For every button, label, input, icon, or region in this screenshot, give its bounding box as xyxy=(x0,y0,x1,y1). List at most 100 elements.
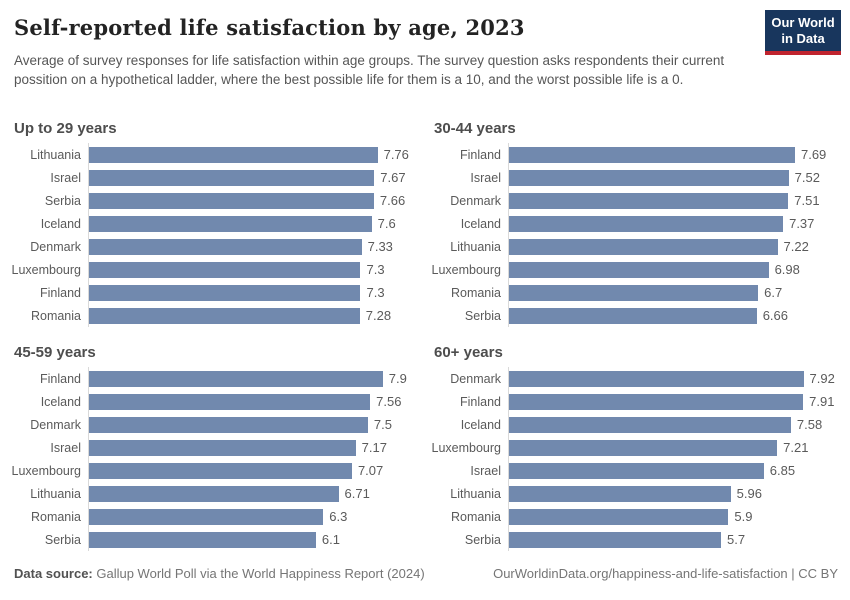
bar xyxy=(89,416,368,433)
data-source-note: Data source: Gallup World Poll via the W… xyxy=(14,566,425,581)
bar xyxy=(509,531,721,548)
bar xyxy=(89,261,361,278)
bar xyxy=(89,238,362,255)
country-label: Denmark xyxy=(450,371,501,386)
panel-title: Up to 29 years xyxy=(14,120,117,137)
value-label: 6.3 xyxy=(329,509,348,524)
bar-row: 6.71 xyxy=(89,482,420,505)
bar-row: 7.58 xyxy=(509,413,840,436)
bar-row: 7.07 xyxy=(89,459,420,482)
bar-row: 6.66 xyxy=(509,304,840,327)
country-label: Lithuania xyxy=(30,486,81,501)
bar xyxy=(89,284,361,301)
bar-row: 7.21 xyxy=(509,436,840,459)
value-label: 7.58 xyxy=(796,417,823,432)
bar-row: 7.91 xyxy=(509,390,840,413)
bar-row: 6.85 xyxy=(509,459,840,482)
bar xyxy=(89,393,371,410)
bar-row: 7.37 xyxy=(509,212,840,235)
bar xyxy=(89,146,378,163)
bar xyxy=(509,238,778,255)
country-label: Israel xyxy=(50,170,81,185)
chart-subtitle: Average of survey responses for life sat… xyxy=(14,53,725,87)
bar xyxy=(509,462,764,479)
panel-title: 30-44 years xyxy=(434,120,516,137)
panel-60-plus-years: 60+ years Denmark Finland Iceland Luxembour… xyxy=(431,344,840,551)
bar xyxy=(509,485,731,502)
country-label: Finland xyxy=(40,371,81,386)
value-label: 7.21 xyxy=(783,440,809,455)
value-label: 7.3 xyxy=(366,262,385,277)
value-label: 7.17 xyxy=(361,440,387,455)
value-label: 7.69 xyxy=(800,147,827,162)
value-label: 5.96 xyxy=(736,486,762,501)
bar xyxy=(89,215,372,232)
country-label: Israel xyxy=(50,440,81,455)
panel-body: Finland Israel Denmark Iceland Lithuania Luxe… xyxy=(432,143,840,327)
value-label: 6.98 xyxy=(774,262,800,277)
bar-row: 7.5 xyxy=(89,413,420,436)
bar xyxy=(89,370,383,387)
bar-row: 7.6 xyxy=(89,212,420,235)
bar-row: 5.7 xyxy=(509,528,840,551)
bar-row: 6.98 xyxy=(509,258,840,281)
country-label: Iceland xyxy=(460,216,501,231)
bar xyxy=(509,508,729,525)
value-label: 5.9 xyxy=(734,509,753,524)
country-label: Iceland xyxy=(460,417,501,432)
value-label: 7.07 xyxy=(357,463,384,478)
bar-row: 7.3 xyxy=(89,281,420,304)
value-label: 7.91 xyxy=(809,394,835,409)
panel-body: Lithuania Israel Serbia Iceland Denmark Luxem… xyxy=(12,143,420,327)
bar xyxy=(509,439,778,456)
country-label: Denmark xyxy=(30,239,81,254)
bar-row: 7.9 xyxy=(89,367,420,390)
country-label: Lithuania xyxy=(30,147,81,162)
country-label: Finland xyxy=(460,394,501,409)
bar-row: 7.17 xyxy=(89,436,420,459)
value-label: 6.1 xyxy=(321,532,340,547)
value-label: 7.76 xyxy=(383,147,409,162)
value-label: 7.52 xyxy=(794,170,820,185)
country-label: Serbia xyxy=(44,532,81,547)
value-label: 7.9 xyxy=(388,371,407,386)
bar xyxy=(509,416,791,433)
bar xyxy=(509,261,769,278)
panel-30-44-years: 30-44 years Finland Israel Denmark Iceland L… xyxy=(432,120,840,327)
value-label: 5.7 xyxy=(726,532,746,547)
country-label: Denmark xyxy=(450,193,501,208)
value-label: 7.92 xyxy=(809,371,835,386)
panel-up-to-29-years: Up to 29 years Lithuania Israel Serbia Icel… xyxy=(12,120,420,327)
bar-row: 7.28 xyxy=(89,304,420,327)
panel-body: Finland Iceland Denmark Israel Luxembourg Lit… xyxy=(12,367,420,551)
country-label: Israel xyxy=(470,170,501,185)
country-label: Luxembourg xyxy=(431,440,502,455)
page-title: Self-reported life satisfaction by age, … xyxy=(14,15,525,40)
bar-plot-area: 7.76 7.67 7.66 7.6 7.33 7.3 7.3 7.28 xyxy=(88,143,420,327)
panel-title: 60+ years xyxy=(434,344,503,361)
category-labels-column: Lithuania Israel Serbia Iceland Denmark Luxem… xyxy=(12,143,88,327)
bar xyxy=(509,284,759,301)
panel-45-59-years: 45-59 years Finland Iceland Denmark Israel L… xyxy=(12,344,420,551)
value-label: 7.33 xyxy=(367,239,393,254)
category-labels-column: Finland Iceland Denmark Israel Luxembourg Lit… xyxy=(12,367,88,551)
bar-row: 7.33 xyxy=(89,235,420,258)
bar-row: 7.56 xyxy=(89,390,420,413)
value-label: 6.66 xyxy=(762,308,788,323)
country-label: Israel xyxy=(470,463,501,478)
bar-row: 5.9 xyxy=(509,505,840,528)
bar-row: 7.69 xyxy=(509,143,840,166)
country-label: Lithuania xyxy=(450,486,501,501)
bar-row: 7.76 xyxy=(89,143,420,166)
attribution-note: OurWorldinData.org/happiness-and-life-sa… xyxy=(493,566,838,581)
bar xyxy=(89,439,356,456)
value-label: 6.7 xyxy=(764,285,783,300)
country-label: Iceland xyxy=(40,216,81,231)
country-label: Denmark xyxy=(30,417,81,432)
value-label: 7.67 xyxy=(380,170,406,185)
category-labels-column: Finland Israel Denmark Iceland Lithuania Luxe… xyxy=(432,143,508,327)
value-label: 7.22 xyxy=(783,239,809,254)
bar-row: 7.92 xyxy=(509,367,840,390)
category-labels-column: Denmark Finland Iceland Luxembourg Israel Lit… xyxy=(431,367,508,551)
